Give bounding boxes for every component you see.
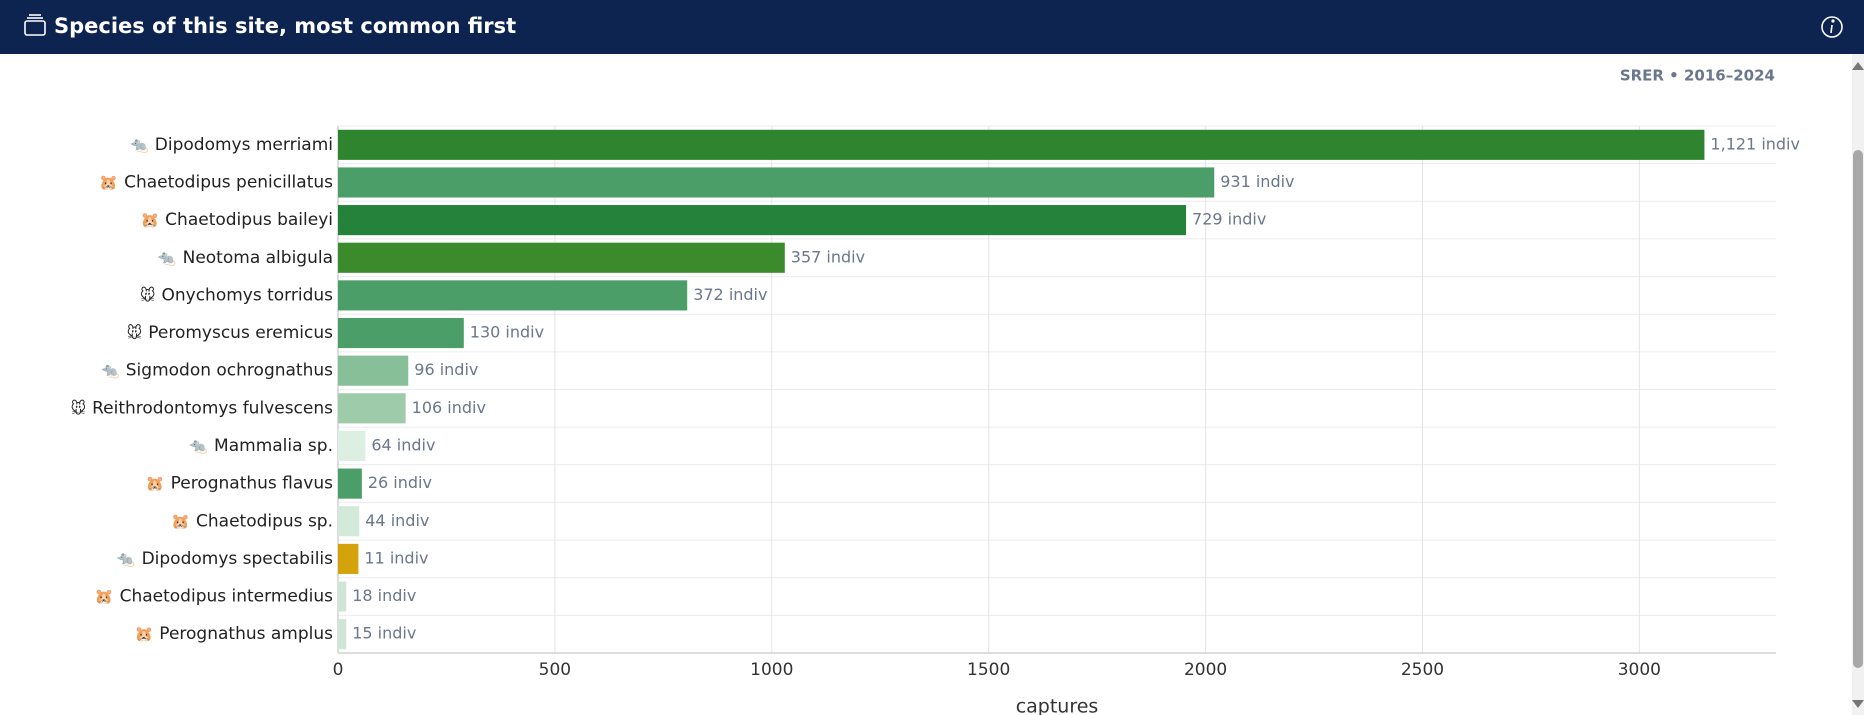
species-name: Dipodomys spectabilis <box>142 549 334 569</box>
bar <box>338 393 406 424</box>
bar-label: 372 indiv <box>693 285 767 304</box>
bar-label: 18 indiv <box>352 586 416 605</box>
x-tick-label: 0 <box>333 660 344 680</box>
bar-label: 44 indiv <box>365 511 429 530</box>
plot: 0 500 1000 1500 2000 2500 3000 captures 🐀 Dipodom… <box>70 125 1800 715</box>
category-label: 🐀 Dipodomys spectabilis <box>117 549 333 569</box>
x-tick-label: 500 <box>539 660 571 680</box>
bar <box>338 167 1215 198</box>
species-name: Chaetodipus sp. <box>196 511 333 531</box>
bar <box>338 317 464 349</box>
bar <box>338 242 785 273</box>
bar <box>338 468 362 499</box>
species-icon: 🐭 <box>70 399 86 417</box>
category-label: 🐭 Peromyscus eremicus <box>127 323 334 343</box>
bar-label: 729 indiv <box>1192 210 1266 229</box>
species-name: Onychomys torridus <box>161 285 333 305</box>
x-tick-label: 2000 <box>1184 660 1227 680</box>
species-icon: 🐀 <box>189 436 208 454</box>
category-label: 🐹 Chaetodipus baileyi <box>140 210 333 230</box>
species-name: Chaetodipus intermedius <box>120 587 334 607</box>
bar <box>338 430 366 462</box>
bar <box>338 205 1187 236</box>
category-label: 🐹 Perognathus flavus <box>146 474 333 494</box>
category-label: 🐀 Mammalia sp. <box>189 436 333 456</box>
category-label: 🐀 Neotoma albigula <box>158 248 333 268</box>
bar <box>338 355 409 386</box>
species-name: Chaetodipus penicillatus <box>124 172 333 192</box>
subtitle: SRER • 2016–2024 <box>1620 67 1775 85</box>
bar-label: 931 indiv <box>1220 172 1294 191</box>
bar-label: 15 indiv <box>352 624 416 643</box>
x-tick-label: 1500 <box>967 660 1010 680</box>
category-label: 🐭 Onychomys torridus <box>140 285 333 305</box>
species-icon: 🐹 <box>146 474 165 492</box>
category-label: 🐀 Sigmodon ochrognathus <box>101 361 333 381</box>
panel-title: Species of this site, most common first <box>54 14 516 38</box>
species-icon: 🐀 <box>101 361 120 379</box>
x-tick-label: 2500 <box>1401 660 1444 680</box>
category-label: 🐭 Reithrodontomys fulvescens <box>70 398 333 418</box>
species-name: Dipodomys merriami <box>155 135 333 155</box>
species-name: Sigmodon ochrognathus <box>126 361 333 381</box>
species-name: Mammalia sp. <box>214 436 333 456</box>
species-icon: 🐀 <box>158 248 177 266</box>
bar <box>338 543 359 574</box>
species-name: Peromyscus eremicus <box>148 323 333 343</box>
scrollbar[interactable] <box>1852 54 1864 715</box>
category-label: 🐹 Chaetodipus penicillatus <box>99 172 333 192</box>
bar <box>338 619 347 650</box>
species-name: Perognathus flavus <box>171 474 334 494</box>
species-name: Perognathus amplus <box>159 624 333 644</box>
category-label: 🐹 Chaetodipus intermedius <box>95 587 333 607</box>
x-tick-label: 1000 <box>750 660 793 680</box>
species-icon: 🐀 <box>117 549 136 567</box>
bar-label: 357 indiv <box>791 247 865 266</box>
x-axis-label: captures <box>1016 696 1099 715</box>
bar-label: 11 indiv <box>364 548 428 567</box>
bar-label: 96 indiv <box>414 360 478 379</box>
species-icon: 🐹 <box>135 625 154 643</box>
species-icon: 🐹 <box>95 587 114 605</box>
category-label: 🐹 Chaetodipus sp. <box>171 511 333 531</box>
category-label: 🐹 Perognathus amplus <box>135 624 334 644</box>
bar-label: 26 indiv <box>368 473 432 492</box>
species-icon: 🐀 <box>130 135 149 153</box>
bar-label: 64 indiv <box>371 435 435 454</box>
bar <box>338 280 688 311</box>
species-name: Chaetodipus baileyi <box>165 210 333 230</box>
species-name: Reithrodontomys fulvescens <box>92 398 333 418</box>
bar-label: 1,121 indiv <box>1710 134 1800 153</box>
header-icon <box>24 14 46 36</box>
header-bar <box>0 0 1864 54</box>
info-button[interactable] <box>1821 16 1843 38</box>
species-name: Neotoma albigula <box>183 248 333 268</box>
species-icon: 🐹 <box>99 173 118 191</box>
category-label: 🐀 Dipodomys merriami <box>130 135 333 155</box>
species-icon: 🐹 <box>140 211 159 229</box>
bar-label: 106 indiv <box>412 398 486 417</box>
species-icon: 🐹 <box>171 512 190 530</box>
x-tick-label: 3000 <box>1618 660 1661 680</box>
bar-label: 130 indiv <box>470 323 544 342</box>
species-icon: 🐭 <box>140 286 156 304</box>
species-icon: 🐭 <box>127 324 143 342</box>
bar <box>338 581 347 612</box>
bar <box>338 506 360 537</box>
bar <box>338 129 1705 160</box>
